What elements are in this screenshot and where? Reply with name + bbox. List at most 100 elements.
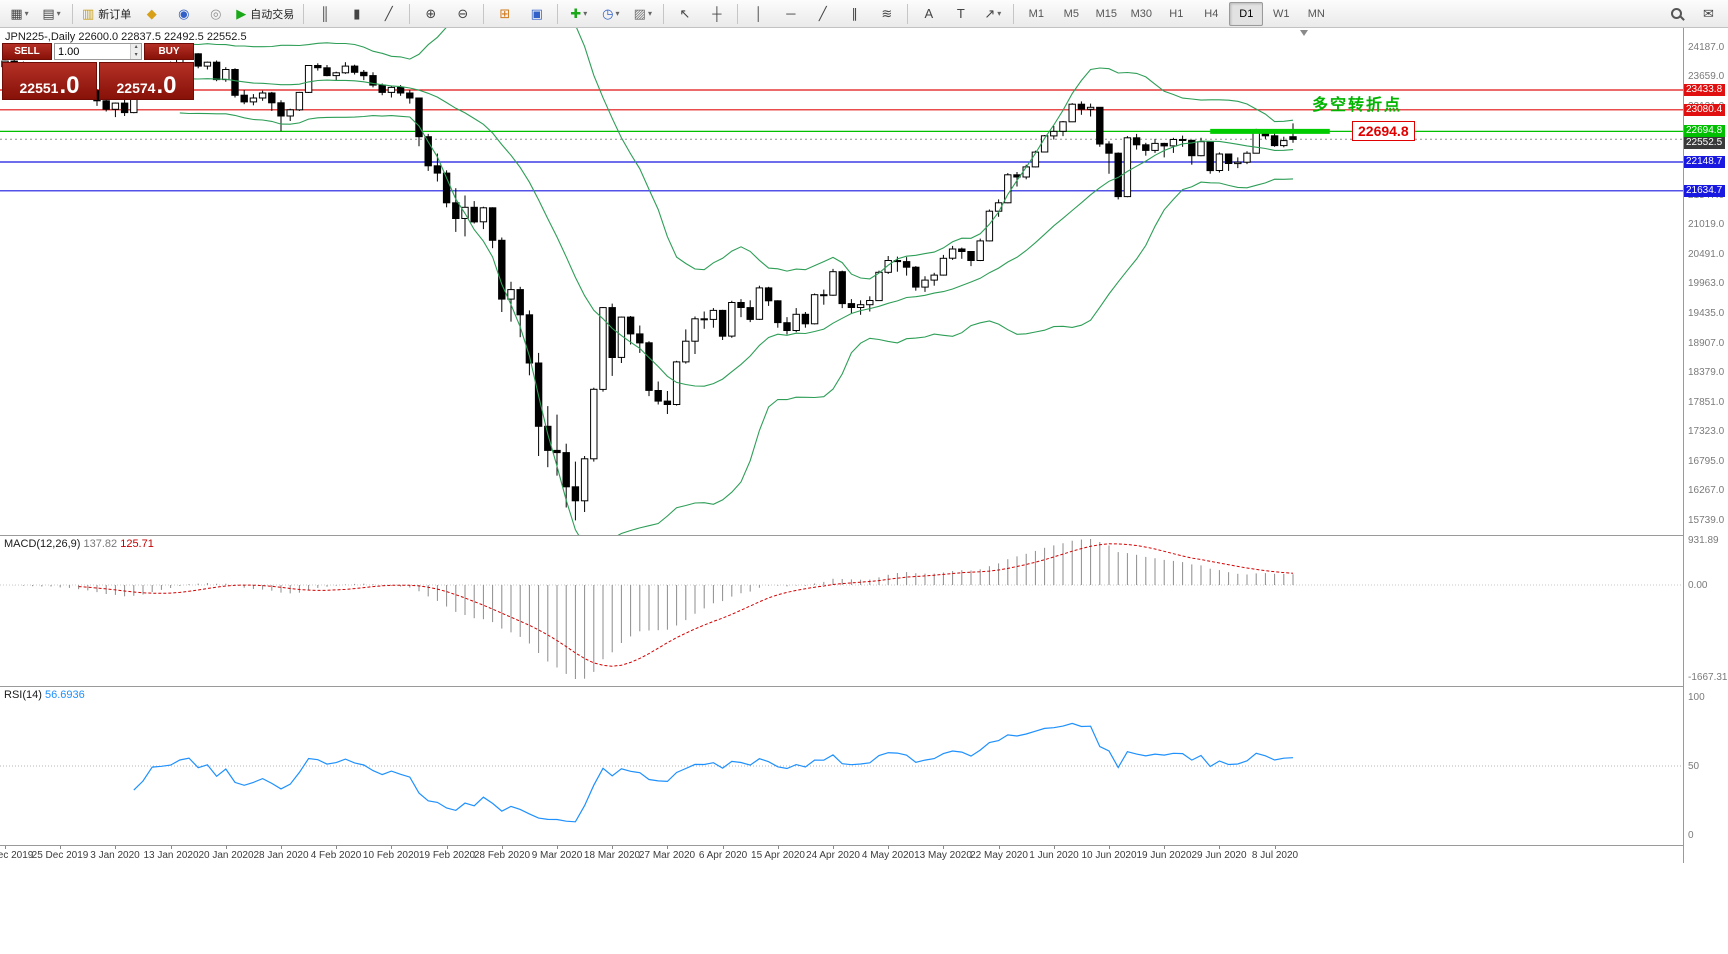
sell-button[interactable]: SELL <box>2 43 52 60</box>
buy-price-button[interactable]: 22574 .0 <box>99 62 194 100</box>
chart-shift-marker[interactable] <box>1300 30 1308 36</box>
templates-button[interactable]: ▨ ▾ <box>627 2 658 26</box>
toolbar-separator <box>483 3 485 24</box>
timeframe-mn-button[interactable]: MN <box>1307 7 1325 20</box>
arrows-button[interactable]: ↗ ▾ <box>977 2 1008 26</box>
price-axis-label: 16795.0 <box>1688 456 1725 467</box>
time-axis-tick <box>1164 846 1165 849</box>
price-badge: 23080.4 <box>1684 104 1725 116</box>
rsi-axis-label: 50 <box>1688 761 1700 772</box>
candlestick-chart-icon: ▮ <box>353 6 361 21</box>
equidistant-channel-button[interactable]: ∥ <box>839 2 870 26</box>
bar-chart-icon: ║ <box>320 6 330 21</box>
time-axis-tick <box>171 846 172 849</box>
autotrading-button[interactable]: ▶ 自动交易 <box>232 2 298 26</box>
navigator-button[interactable]: ◎ <box>200 2 231 26</box>
timeframe-h4-button[interactable]: H4 <box>1204 7 1219 20</box>
buy-button[interactable]: BUY <box>144 43 194 60</box>
toolbar-separator <box>663 3 665 24</box>
fibonacci-retracement-button[interactable]: ≋ <box>871 2 902 26</box>
profiles-button[interactable]: ▤ ▾ <box>36 2 67 26</box>
volume-input[interactable] <box>55 44 131 59</box>
toolbar-separator <box>72 3 73 24</box>
time-axis-tick <box>447 846 448 849</box>
price-badge: 22694.8 <box>1684 125 1725 137</box>
price-axis-label: 21019.0 <box>1688 219 1725 230</box>
new-order-button[interactable]: ▥ 新订单 <box>78 2 135 26</box>
auto-arrange-button[interactable]: ▣ <box>521 2 552 26</box>
line-chart-button[interactable]: ╱ <box>373 2 404 26</box>
timeframe-h1-button[interactable]: H1 <box>1169 7 1184 20</box>
horizontal-line-button[interactable]: ─ <box>775 2 806 26</box>
toolbar: ▦ ▾ ▤ ▾ ▥ 新订单 ◆ ◉ ◎ ▶ 自动交易 ║ ▮ ╱ ⊕ ⊖ ⊞ ▣ ✚ ▾ ◷ ▾ ▨ ▾ ↖ ┼ │ ─ ╱ ∥ ≋ A T ↗ ▾… <box>0 0 1728 28</box>
time-axis-tick <box>391 846 392 849</box>
marketwatch-button[interactable]: ◆ <box>136 2 167 26</box>
pane-separator[interactable] <box>0 535 1728 536</box>
text-label-icon: T <box>956 6 965 21</box>
rsi-pane: RSI(14) 56.6936 <box>0 687 1683 845</box>
timeframe-d1-button[interactable]: D1 <box>1229 1 1264 26</box>
volume-up-button[interactable]: ▴ <box>131 44 141 52</box>
tile-windows-button[interactable]: ⊞ <box>489 2 520 26</box>
price-axis-label: 19435.0 <box>1688 308 1725 319</box>
price-axis-label: 24187.0 <box>1688 42 1725 53</box>
new-chart-button[interactable]: ▦ ▾ <box>4 2 35 26</box>
notifications-button[interactable]: ✉ <box>1693 2 1724 26</box>
macd-label: MACD(12,26,9) 137.82 125.71 <box>4 538 154 550</box>
time-axis-label: 24 Apr 2020 <box>806 850 860 861</box>
vertical-line-button[interactable]: │ <box>743 2 774 26</box>
macd-pane: MACD(12,26,9) 137.82 125.71 <box>0 536 1683 686</box>
trendline-button[interactable]: ╱ <box>807 2 838 26</box>
toolbar-separator <box>409 3 411 24</box>
macd-chart[interactable] <box>0 536 1683 686</box>
zoom-in-button[interactable]: ⊕ <box>415 2 446 26</box>
candlestick-chart-button[interactable]: ▮ <box>341 2 372 26</box>
chevron-down-icon: ▾ <box>24 9 29 18</box>
toolbar-separator <box>557 3 559 24</box>
main-chart-pane: JPN225-,Daily 22600.0 22837.5 22492.5 22… <box>0 28 1683 535</box>
arrows-icon: ↗ <box>984 6 996 21</box>
time-axis-label: 28 Jan 2020 <box>253 850 309 861</box>
timeframe-w1-button[interactable]: W1 <box>1273 7 1290 20</box>
new-order-icon: ▥ <box>82 6 95 21</box>
time-axis-tick <box>281 846 282 849</box>
navigator-icon: ◎ <box>210 6 222 21</box>
candlestick-chart[interactable] <box>0 28 1683 535</box>
crosshair-button[interactable]: ┼ <box>701 2 732 26</box>
price-axis-label: 20491.0 <box>1688 249 1725 260</box>
volume-down-button[interactable]: ▾ <box>131 51 141 59</box>
search-button[interactable] <box>1661 2 1692 26</box>
price-axis[interactable]: 24187.023659.023131.022603.022075.021547… <box>1684 28 1728 954</box>
rsi-label: RSI(14) 56.6936 <box>4 689 85 701</box>
price-callout-label: 22694.8 <box>1352 121 1415 141</box>
data-window-button[interactable]: ◉ <box>168 2 199 26</box>
price-axis-label: 18379.0 <box>1688 367 1725 378</box>
text-icon: A <box>924 6 934 21</box>
text-button[interactable]: A <box>913 2 944 26</box>
cursor-button[interactable]: ↖ <box>669 2 700 26</box>
sell-price-button[interactable]: 22551 .0 <box>2 62 97 100</box>
timeframe-m1-button[interactable]: M1 <box>1028 7 1044 20</box>
time-axis-tick <box>943 846 944 849</box>
periods-icon: ◷ <box>602 6 614 21</box>
timeframe-m30-button[interactable]: M30 <box>1130 7 1152 20</box>
text-label-button[interactable]: T <box>945 2 976 26</box>
autotrading-icon: ▶ <box>236 6 247 21</box>
time-axis-tick <box>667 846 668 849</box>
new-chart-icon: ▦ <box>10 6 23 21</box>
bar-chart-button[interactable]: ║ <box>309 2 340 26</box>
timeframe-m5-button[interactable]: M5 <box>1063 7 1079 20</box>
pane-separator[interactable] <box>0 686 1728 687</box>
time-axis-label: 29 Jun 2020 <box>1191 850 1247 861</box>
timeframe-m15-button[interactable]: M15 <box>1095 7 1117 20</box>
zoom-out-button[interactable]: ⊖ <box>447 2 478 26</box>
indicators-button[interactable]: ✚ ▾ <box>563 2 594 26</box>
periods-button[interactable]: ◷ ▾ <box>595 2 626 26</box>
rsi-chart[interactable] <box>0 687 1683 845</box>
time-axis-tick <box>1054 846 1055 849</box>
toolbar-separator <box>1013 3 1015 24</box>
time-axis-label: 20 Jan 2020 <box>198 850 254 861</box>
marketwatch-icon: ◆ <box>146 6 157 21</box>
time-axis-tick <box>612 846 613 849</box>
